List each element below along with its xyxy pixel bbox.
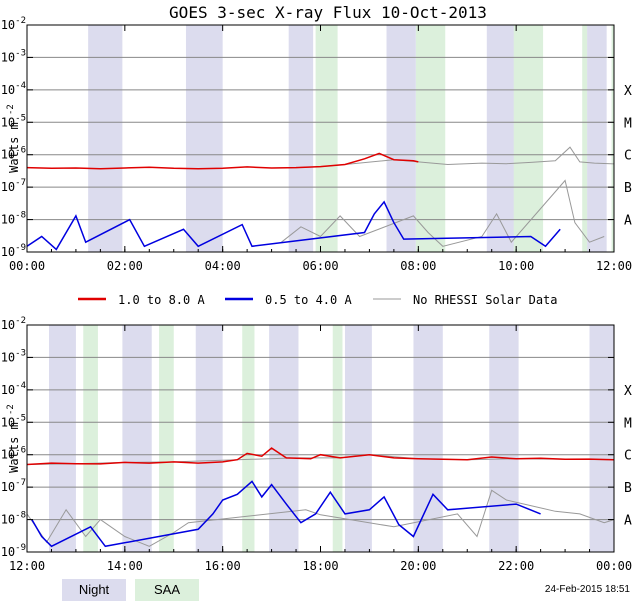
x-tick-label: 06:00 — [302, 259, 338, 273]
y-axis-label: Watts m -2 — [6, 404, 21, 473]
y-tick-exponent: -5 — [15, 413, 26, 423]
saa-band — [582, 25, 588, 252]
night-band — [122, 325, 152, 552]
flare-class-label: X — [624, 84, 632, 99]
y-tick-label: 10-4 — [1, 81, 26, 97]
short-flux-series — [26, 200, 561, 251]
x-tick-label: 00:00 — [596, 559, 632, 573]
x-tick-label: 02:00 — [107, 259, 143, 273]
y-tick-exponent: -7 — [15, 178, 26, 188]
night-legend: Night — [62, 579, 126, 601]
flare-class-label: A — [624, 514, 632, 529]
saa-legend: SAA — [135, 579, 199, 601]
y-tick-label: 10-3 — [1, 48, 26, 64]
y-tick-label: 10-8 — [1, 511, 26, 527]
night-band — [88, 25, 123, 252]
saa-band — [611, 25, 614, 252]
y-tick-exponent: -4 — [15, 381, 26, 391]
x-tick-label: 22:00 — [498, 559, 534, 573]
night-band — [589, 325, 614, 552]
night-band — [587, 25, 607, 252]
flare-class-label: X — [624, 384, 632, 399]
saa-band — [315, 25, 338, 252]
flare-class-label: B — [624, 181, 632, 196]
y-tick-label: 10-7 — [1, 178, 26, 194]
y-tick-label: 10-2 — [1, 16, 26, 32]
y-tick-label: 10-9 — [1, 243, 26, 259]
night-band — [195, 325, 223, 552]
y-tick-exponent: -4 — [15, 81, 26, 91]
night-band — [489, 325, 519, 552]
y-axis-label-exponent: -2 — [6, 404, 16, 415]
x-tick-label: 08:00 — [400, 259, 436, 273]
y-axis-label-exponent: -2 — [6, 104, 16, 115]
y-tick-exponent: -9 — [15, 543, 26, 553]
saa-band — [332, 325, 343, 552]
flare-class-label: M — [624, 416, 632, 431]
long-legend-label: 1.0 to 8.0 A — [118, 293, 205, 307]
x-tick-label: 12:00 — [596, 259, 632, 273]
y-tick-exponent: -8 — [15, 511, 26, 521]
chart-title: GOES 3-sec X-ray Flux 10-Oct-2013 — [169, 3, 487, 22]
flare-class-label: M — [624, 116, 632, 131]
y-axis-label: Watts m -2 — [6, 104, 21, 173]
night-band — [49, 325, 76, 552]
night-band — [386, 25, 416, 252]
saa-band — [415, 25, 446, 252]
saa-band — [83, 325, 98, 552]
y-tick-label: 10-7 — [1, 478, 26, 494]
short-nodata-series — [281, 179, 605, 247]
x-tick-label: 16:00 — [205, 559, 241, 573]
flare-class-label: C — [624, 149, 632, 164]
flare-class-label: C — [624, 449, 632, 464]
flare-class-label: A — [624, 214, 632, 229]
y-tick-exponent: -2 — [15, 316, 26, 326]
y-tick-exponent: -8 — [15, 211, 26, 221]
long-flux-series — [26, 152, 419, 170]
y-tick-exponent: -6 — [15, 446, 26, 456]
y-tick-exponent: -7 — [15, 478, 26, 488]
night-band — [185, 25, 223, 252]
y-tick-label: 10-9 — [1, 543, 26, 559]
saa-band — [513, 25, 544, 252]
y-tick-exponent: -3 — [15, 48, 26, 58]
y-tick-label: 10-2 — [1, 316, 26, 332]
short-nodata-series — [26, 489, 615, 547]
nodata-legend-label: No RHESSI Solar Data — [413, 293, 558, 307]
y-tick-exponent: -2 — [15, 16, 26, 26]
long-flux-series — [26, 447, 615, 466]
x-tick-label: 04:00 — [205, 259, 241, 273]
x-tick-label: 12:00 — [9, 559, 45, 573]
y-tick-label: 10-4 — [1, 381, 26, 397]
y-tick-exponent: -6 — [15, 146, 26, 156]
x-tick-label: 14:00 — [107, 559, 143, 573]
y-tick-exponent: -3 — [15, 348, 26, 358]
night-band — [344, 325, 372, 552]
saa-band — [242, 325, 255, 552]
night-band — [269, 325, 299, 552]
night-band — [288, 25, 314, 252]
short-flux-series — [31, 480, 541, 548]
plot-frame — [26, 324, 615, 553]
y-tick-exponent: -9 — [15, 243, 26, 253]
x-tick-label: 20:00 — [400, 559, 436, 573]
short-legend-label: 0.5 to 4.0 A — [265, 293, 352, 307]
x-tick-label: 18:00 — [302, 559, 338, 573]
footer-timestamp: 24-Feb-2015 18:51 — [544, 584, 630, 595]
saa-band — [159, 325, 174, 552]
night-band — [413, 325, 443, 552]
night-band — [486, 25, 517, 252]
y-tick-exponent: -5 — [15, 113, 26, 123]
y-tick-label: 10-3 — [1, 348, 26, 364]
x-tick-label: 00:00 — [9, 259, 45, 273]
flare-class-label: B — [624, 481, 632, 496]
x-tick-label: 10:00 — [498, 259, 534, 273]
y-tick-label: 10-8 — [1, 211, 26, 227]
